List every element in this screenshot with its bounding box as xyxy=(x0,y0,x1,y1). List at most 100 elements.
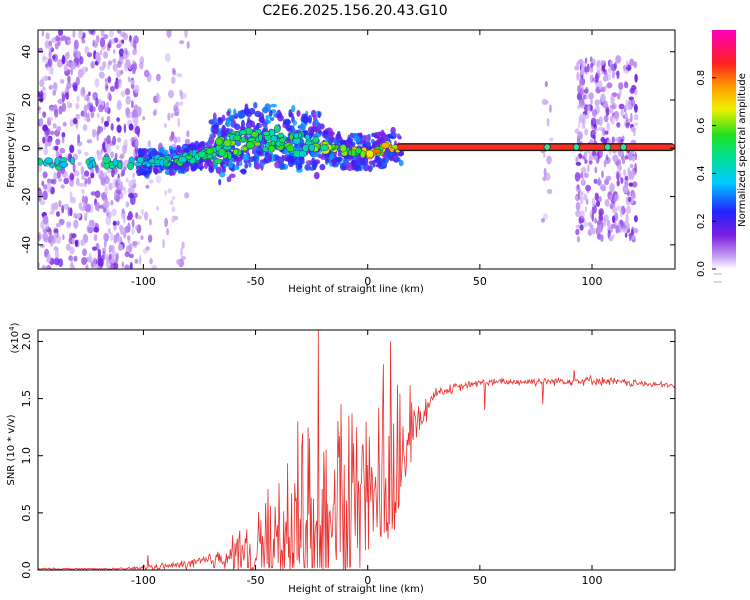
cloud-blob xyxy=(398,159,404,167)
noise-blob xyxy=(131,109,137,118)
noise-blob xyxy=(48,50,52,58)
noise-blob xyxy=(605,107,610,116)
noise-blob xyxy=(134,225,139,231)
noise-blob xyxy=(42,136,46,144)
noise-blob xyxy=(81,188,85,194)
noise-blob xyxy=(614,137,619,143)
noise-blob xyxy=(598,126,605,132)
noise-blob xyxy=(149,258,153,265)
noise-blob xyxy=(57,98,64,104)
colorbar-gradient xyxy=(712,30,736,269)
cloud-blob xyxy=(313,171,320,180)
noise-blob xyxy=(45,32,50,40)
noise-blob xyxy=(38,93,44,103)
noise-blob xyxy=(83,95,88,101)
colorbar-ticks: 0.0 0.2 0.4 0.6 0.8 xyxy=(696,70,722,283)
noise-blob xyxy=(625,122,631,127)
noise-blob xyxy=(128,192,134,199)
cloud-blob xyxy=(222,126,226,132)
cloud-blob xyxy=(299,124,306,129)
cloud-blob xyxy=(296,110,301,117)
noise-blob xyxy=(61,93,65,103)
noise-blob xyxy=(632,227,639,234)
noise-blob xyxy=(108,93,112,102)
noise-blob xyxy=(140,235,144,240)
noise-blob xyxy=(78,202,83,210)
noise-blob xyxy=(110,257,116,264)
noise-blob xyxy=(39,200,46,206)
noise-blob xyxy=(90,191,97,196)
colorbar-tick-label: 0.2 xyxy=(696,213,707,229)
track-blob xyxy=(178,156,187,164)
cloud-blob xyxy=(368,160,375,166)
noise-blob xyxy=(88,91,91,96)
noise-blob xyxy=(38,146,43,151)
track-blob xyxy=(302,144,310,152)
noise-blob xyxy=(127,76,131,83)
cloud-blob xyxy=(384,152,392,156)
noise-blob xyxy=(52,123,57,129)
noise-blob xyxy=(38,262,41,268)
noise-blob xyxy=(58,30,63,37)
cloud-blob xyxy=(229,173,236,178)
noise-blob xyxy=(102,141,106,151)
noise-blob xyxy=(171,206,176,213)
noise-blob xyxy=(620,138,624,144)
noise-blob xyxy=(54,109,59,118)
cloud-blob xyxy=(362,163,370,172)
noise-blob xyxy=(82,233,89,244)
track-blob xyxy=(85,158,91,165)
noise-blob xyxy=(103,51,109,59)
y-tick-label: 0.5 xyxy=(20,504,33,522)
cloud-blob xyxy=(138,168,144,174)
noise-blob xyxy=(582,113,586,119)
cloud-blob xyxy=(277,114,284,122)
noise-blob xyxy=(116,70,122,78)
noise-blob xyxy=(110,151,114,159)
track-glint xyxy=(619,143,627,151)
y-tick-label: 1.0 xyxy=(20,447,33,465)
noise-blob xyxy=(84,177,88,185)
noise-blob xyxy=(132,172,135,179)
noise-blob xyxy=(43,147,48,156)
cloud-blob xyxy=(242,153,250,161)
noise-blob xyxy=(580,210,585,219)
noise-blob xyxy=(172,69,177,76)
noise-blob xyxy=(624,232,628,238)
noise-blob xyxy=(166,227,170,236)
noise-blob xyxy=(603,114,609,123)
noise-blob xyxy=(72,162,76,173)
track-blob xyxy=(381,141,390,149)
y-tick-label: -40 xyxy=(20,236,33,254)
noise-blob xyxy=(116,100,122,111)
noise-blob xyxy=(593,155,599,161)
noise-blob xyxy=(585,184,591,192)
noise-blob xyxy=(581,176,585,186)
track-blob xyxy=(270,140,276,146)
cloud-blob xyxy=(141,148,146,156)
noise-blob xyxy=(72,117,78,125)
noise-blob xyxy=(70,61,77,70)
noise-blob xyxy=(112,220,117,226)
noise-blob xyxy=(170,131,175,140)
y-tick-label: 2.0 xyxy=(20,333,33,351)
cloud-blob xyxy=(328,131,335,136)
noise-blob xyxy=(93,234,98,242)
cloud-blob xyxy=(350,160,355,165)
noise-blob xyxy=(91,92,97,101)
noise-blob xyxy=(88,30,95,35)
cloud-blob xyxy=(340,139,347,146)
track-glint xyxy=(572,143,580,151)
noise-blob xyxy=(162,238,166,249)
cloud-blob xyxy=(345,161,351,167)
noise-blob xyxy=(77,149,82,155)
noise-blob xyxy=(627,167,631,177)
track-blob xyxy=(127,161,134,171)
noise-blob xyxy=(590,117,597,127)
cloud-blob xyxy=(268,109,273,117)
colorbar-tick-label: 0.0 xyxy=(696,261,707,277)
noise-blob xyxy=(630,112,633,123)
noise-blob xyxy=(127,235,131,241)
noise-blob xyxy=(88,252,92,261)
cloud-blob xyxy=(264,103,271,112)
